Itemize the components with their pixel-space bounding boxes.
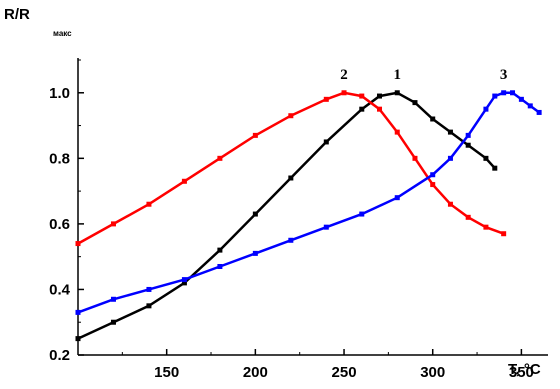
x-tick-label: 300 (420, 364, 445, 381)
data-point-2 (483, 224, 489, 230)
data-point-1 (412, 100, 418, 106)
data-point-3 (323, 224, 329, 230)
x-tick-label: 250 (332, 364, 357, 381)
x-axis-label: T, °C (508, 361, 541, 378)
data-point-3 (527, 103, 533, 109)
data-point-1 (359, 106, 365, 112)
data-point-3 (510, 90, 516, 96)
series-line-1 (77, 91, 496, 340)
data-point-2 (146, 201, 152, 207)
data-point-1 (252, 211, 258, 217)
y-tick-label: 0.6 (49, 216, 70, 233)
data-point-3 (430, 172, 436, 178)
data-point-2 (181, 178, 187, 184)
data-point-3 (492, 93, 498, 99)
data-point-3 (288, 237, 294, 243)
y-axis-label-subscript: макс (53, 29, 72, 38)
series-group (75, 90, 542, 342)
series-label-3: 3 (500, 67, 508, 83)
data-point-1 (323, 139, 329, 145)
series-line-2 (77, 91, 505, 245)
data-point-1 (447, 129, 453, 135)
data-point-2 (430, 182, 436, 188)
data-point-1 (288, 175, 294, 181)
data-point-3 (501, 90, 507, 96)
y-tick-label: 0.4 (49, 281, 71, 298)
data-point-1 (492, 165, 498, 171)
series-label-1: 1 (393, 67, 401, 83)
y-axis-label: R/R (4, 6, 30, 23)
series-labels: 1 2 3 (340, 67, 507, 83)
data-point-2 (217, 155, 223, 161)
data-point-3 (181, 277, 187, 283)
data-point-1 (181, 280, 187, 286)
data-point-2 (412, 155, 418, 161)
data-point-3 (394, 195, 400, 201)
data-point-3 (536, 109, 542, 115)
data-point-1 (430, 116, 436, 122)
data-point-2 (359, 93, 365, 99)
axes (77, 58, 548, 356)
data-point-2 (394, 129, 400, 135)
data-point-2 (75, 241, 81, 247)
data-point-2 (288, 113, 294, 119)
data-point-3 (217, 264, 223, 269)
data-point-3 (75, 309, 81, 315)
data-point-1 (483, 155, 489, 161)
data-point-1 (377, 93, 383, 99)
y-tick-label: 0.8 (49, 150, 70, 167)
data-point-3 (252, 250, 258, 256)
x-tick-label: 350 (509, 364, 534, 381)
data-point-3 (483, 106, 489, 112)
y-tick-label: 0.2 (49, 347, 70, 364)
data-point-1 (217, 247, 223, 253)
data-point-1 (394, 90, 400, 96)
ticks: 0.2 0.4 0.6 0.8 1.0 150 200 250 300 350 (49, 59, 534, 381)
series-label-2: 2 (340, 67, 348, 83)
data-point-1 (146, 303, 152, 309)
data-point-3 (110, 296, 116, 302)
data-point-2 (252, 132, 258, 138)
data-point-2 (447, 201, 453, 207)
x-tick-label: 200 (243, 364, 268, 381)
data-point-2 (110, 221, 116, 227)
data-point-1 (110, 319, 116, 325)
data-point-3 (465, 132, 471, 138)
data-point-2 (465, 214, 471, 220)
data-point-2 (323, 96, 329, 102)
data-point-1 (465, 142, 471, 148)
data-point-2 (501, 231, 507, 237)
data-point-3 (359, 211, 365, 217)
data-point-2 (377, 106, 383, 112)
data-point-3 (146, 286, 152, 292)
data-point-3 (447, 155, 453, 161)
data-point-1 (75, 336, 81, 342)
x-tick-label: 150 (154, 364, 179, 381)
data-point-3 (518, 96, 524, 102)
y-tick-label: 1.0 (49, 85, 70, 102)
data-point-2 (341, 90, 347, 96)
